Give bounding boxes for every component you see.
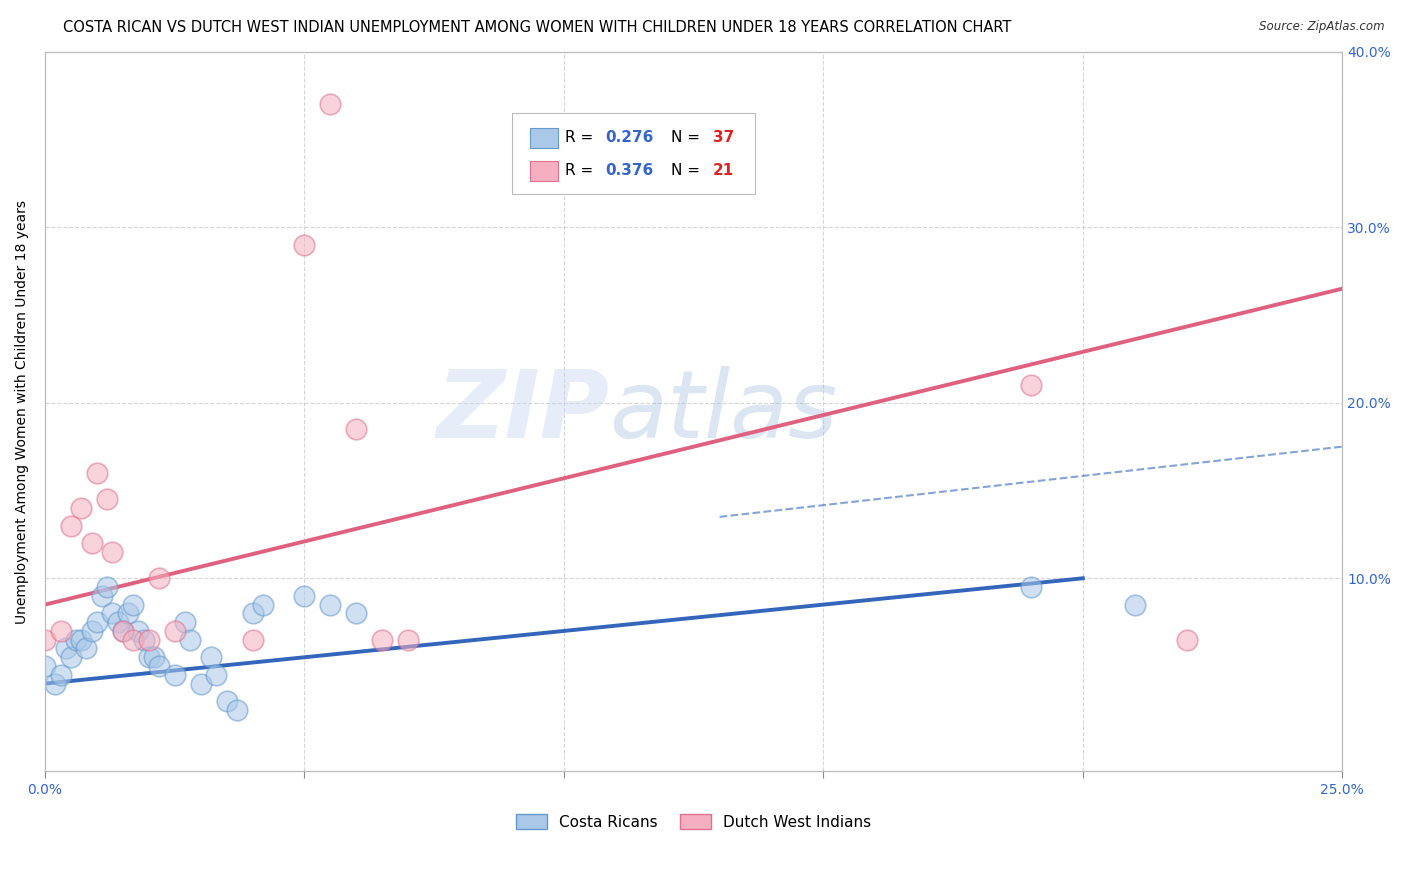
Point	[122, 598, 145, 612]
Point	[242, 607, 264, 621]
Point	[127, 624, 149, 638]
Point	[107, 615, 129, 629]
Point	[319, 97, 342, 112]
Point	[65, 632, 87, 647]
Point	[252, 598, 274, 612]
Point	[86, 615, 108, 629]
Point	[163, 668, 186, 682]
Text: ZIP: ZIP	[436, 366, 609, 458]
Point	[142, 650, 165, 665]
Point	[148, 659, 170, 673]
Point	[205, 668, 228, 682]
Point	[49, 668, 72, 682]
Point	[190, 676, 212, 690]
Point	[396, 632, 419, 647]
Point	[91, 589, 114, 603]
Point	[1175, 632, 1198, 647]
Point	[163, 624, 186, 638]
Point	[111, 624, 134, 638]
Point	[179, 632, 201, 647]
Point	[371, 632, 394, 647]
Point	[44, 676, 66, 690]
Point	[1019, 580, 1042, 594]
Text: 21: 21	[713, 163, 734, 178]
Point	[80, 624, 103, 638]
Point	[34, 659, 56, 673]
Text: 37: 37	[713, 130, 734, 145]
Text: R =: R =	[565, 130, 599, 145]
Point	[1019, 378, 1042, 392]
Point	[96, 492, 118, 507]
Text: R =: R =	[565, 163, 599, 178]
Point	[55, 641, 77, 656]
Point	[215, 694, 238, 708]
Point	[242, 632, 264, 647]
Point	[86, 466, 108, 480]
Point	[34, 632, 56, 647]
Point	[138, 632, 160, 647]
Text: COSTA RICAN VS DUTCH WEST INDIAN UNEMPLOYMENT AMONG WOMEN WITH CHILDREN UNDER 18: COSTA RICAN VS DUTCH WEST INDIAN UNEMPLO…	[63, 20, 1012, 35]
Point	[49, 624, 72, 638]
Point	[59, 650, 82, 665]
Point	[319, 598, 342, 612]
Point	[80, 536, 103, 550]
Point	[148, 571, 170, 585]
Point	[200, 650, 222, 665]
Text: N =: N =	[671, 130, 704, 145]
Text: 0.276: 0.276	[605, 130, 654, 145]
Point	[70, 501, 93, 516]
Point	[294, 237, 316, 252]
Point	[122, 632, 145, 647]
Point	[101, 545, 124, 559]
Point	[344, 422, 367, 436]
Point	[344, 607, 367, 621]
Point	[132, 632, 155, 647]
Point	[59, 518, 82, 533]
Legend: Costa Ricans, Dutch West Indians: Costa Ricans, Dutch West Indians	[510, 807, 877, 836]
Point	[117, 607, 139, 621]
Point	[76, 641, 98, 656]
Point	[138, 650, 160, 665]
Point	[294, 589, 316, 603]
Point	[96, 580, 118, 594]
Point	[1123, 598, 1146, 612]
Point	[226, 703, 249, 717]
Point	[70, 632, 93, 647]
Text: atlas: atlas	[609, 366, 838, 457]
Point	[101, 607, 124, 621]
Text: 0.376: 0.376	[605, 163, 652, 178]
Y-axis label: Unemployment Among Women with Children Under 18 years: Unemployment Among Women with Children U…	[15, 200, 30, 624]
Text: N =: N =	[671, 163, 704, 178]
Text: Source: ZipAtlas.com: Source: ZipAtlas.com	[1260, 20, 1385, 33]
Point	[111, 624, 134, 638]
Point	[174, 615, 197, 629]
